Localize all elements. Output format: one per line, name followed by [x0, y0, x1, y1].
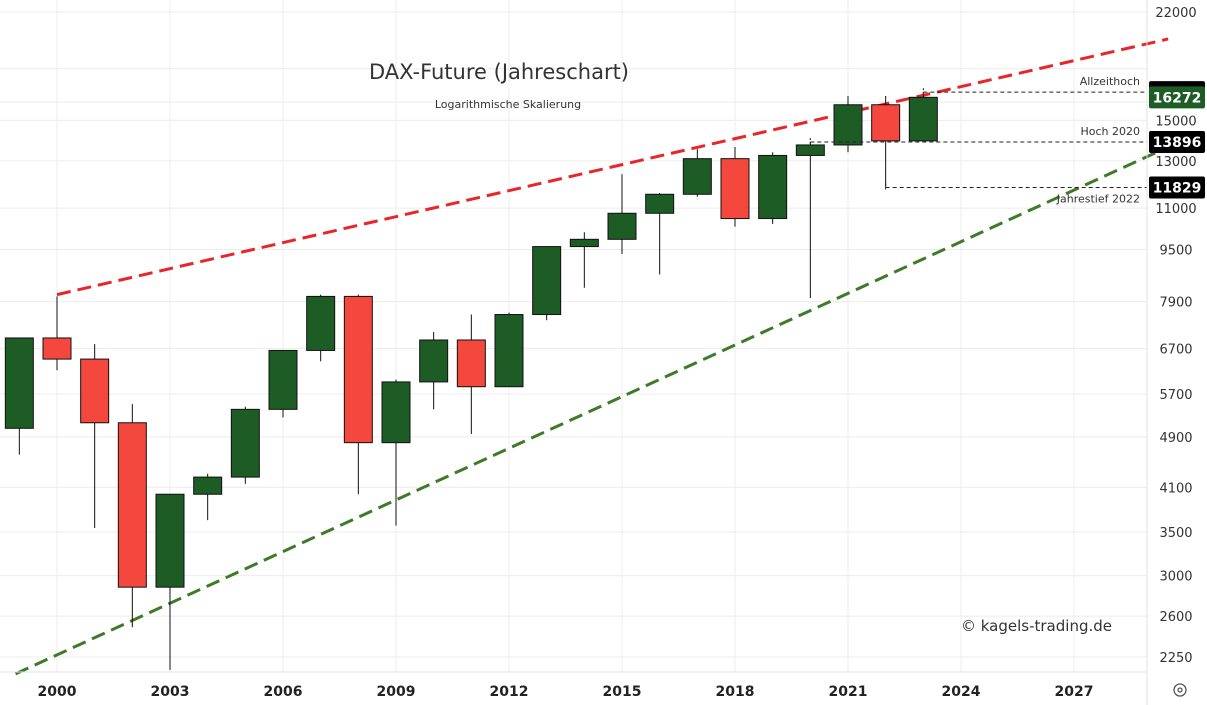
- candle-body: [795, 144, 825, 156]
- candle: [569, 232, 599, 288]
- candle-body: [908, 96, 938, 142]
- price-badge: [1149, 176, 1205, 199]
- candle: [42, 296, 72, 371]
- price-badge-label: 16272: [1153, 90, 1202, 106]
- x-tick-label: 2012: [490, 684, 529, 700]
- price-badge: [1149, 130, 1205, 153]
- x-tick-label: 2027: [1055, 684, 1094, 700]
- price-badge-label: 11829: [1153, 181, 1202, 197]
- chart-title: DAX-Future (Jahreschart): [369, 60, 629, 84]
- candle: [343, 294, 373, 495]
- trend-channel: [14, 37, 1169, 676]
- y-tick-label: 3500: [1159, 526, 1192, 541]
- y-tick-label: 6700: [1159, 342, 1192, 357]
- candle: [494, 312, 524, 388]
- y-tick-label: 13000: [1155, 155, 1196, 170]
- level-label: Jahrestief 2022: [1056, 193, 1140, 206]
- y-tick-label: 4100: [1159, 481, 1192, 496]
- x-tick-label: 2009: [377, 684, 416, 700]
- candle: [833, 95, 863, 153]
- candle-body: [569, 238, 599, 248]
- candle-body: [343, 295, 373, 444]
- candle: [4, 337, 34, 455]
- x-axis: 2000 2003 2006 2009 2012 2015 2018 2021 2024 2027: [0, 671, 1147, 700]
- x-tick-label: 2024: [942, 684, 981, 700]
- candle: [795, 141, 825, 299]
- y-tick-label: 2250: [1159, 651, 1192, 666]
- candle-body: [645, 193, 675, 214]
- candle-body: [419, 339, 449, 383]
- y-tick-label: 11000: [1155, 202, 1196, 217]
- settings-gear-icon[interactable]: [1173, 683, 1187, 697]
- candle-body: [193, 476, 223, 495]
- candle-body: [720, 158, 750, 220]
- y-tick-label: 2600: [1159, 610, 1192, 625]
- candles: [4, 92, 938, 670]
- candle: [80, 344, 110, 529]
- grid: [0, 0, 1147, 672]
- candle: [758, 152, 788, 224]
- y-tick-label: 15000: [1155, 114, 1196, 129]
- y-tick-label: 4900: [1159, 431, 1192, 446]
- candle-body: [80, 358, 110, 424]
- candle-body: [306, 295, 336, 351]
- candle-body: [494, 314, 524, 388]
- candle: [682, 149, 712, 197]
- candle: [117, 404, 147, 628]
- lower-channel-line: [14, 145, 1169, 676]
- candle-body: [456, 339, 486, 388]
- candle-body: [42, 337, 72, 360]
- candle: [155, 493, 185, 670]
- candle: [306, 294, 336, 362]
- candle-body: [230, 408, 260, 478]
- level-label: Hoch 2020: [1080, 125, 1140, 138]
- x-tick-label: 2015: [603, 684, 642, 700]
- candle-body: [268, 349, 298, 410]
- candle-body: [833, 104, 863, 146]
- x-tick-label: 2018: [716, 684, 755, 700]
- candle: [381, 379, 411, 526]
- copyright-notice: © kagels-trading.de: [961, 617, 1112, 635]
- candle: [230, 406, 260, 484]
- candle: [268, 349, 298, 418]
- candle: [607, 174, 637, 255]
- y-tick-label: 5700: [1159, 388, 1192, 403]
- candle: [456, 314, 486, 434]
- candle-body: [381, 381, 411, 444]
- price-badge-label: 13896: [1153, 135, 1202, 151]
- upper-channel-line: [56, 37, 1169, 297]
- candle-body: [4, 337, 34, 429]
- candle: [419, 331, 449, 410]
- price-levels: Allzeithoch1657216272Hoch 202013896Jahre…: [809, 75, 1205, 206]
- y-tick-label: 7900: [1159, 296, 1192, 311]
- candle: [193, 473, 223, 521]
- candle-body: [758, 154, 788, 220]
- price-badge: [1149, 86, 1205, 109]
- x-tick-label: 2006: [264, 684, 303, 700]
- y-tick-label: 22000: [1155, 6, 1196, 21]
- candle-body: [682, 158, 712, 195]
- candle-body: [532, 246, 562, 316]
- chart-subtitle: Logarithmische Skalierung: [435, 98, 581, 111]
- candle: [720, 147, 750, 227]
- candle-body: [155, 493, 185, 588]
- candle-body: [607, 212, 637, 240]
- x-tick-label: 2021: [829, 684, 868, 700]
- y-axis: 2250 2600 3000 3500 4100 4900 5700 6700 7900 9500…: [1146, 0, 1197, 705]
- candle-body: [117, 422, 147, 588]
- x-tick-label: 2000: [38, 684, 77, 700]
- candle: [871, 95, 901, 188]
- candle-body: [871, 104, 901, 142]
- candle: [532, 246, 562, 321]
- y-tick-label: 3000: [1159, 570, 1192, 585]
- y-tick-label: 9500: [1159, 244, 1192, 259]
- candle: [908, 92, 938, 142]
- candle: [645, 193, 675, 275]
- level-label: Allzeithoch: [1080, 75, 1140, 88]
- x-tick-label: 2003: [151, 684, 190, 700]
